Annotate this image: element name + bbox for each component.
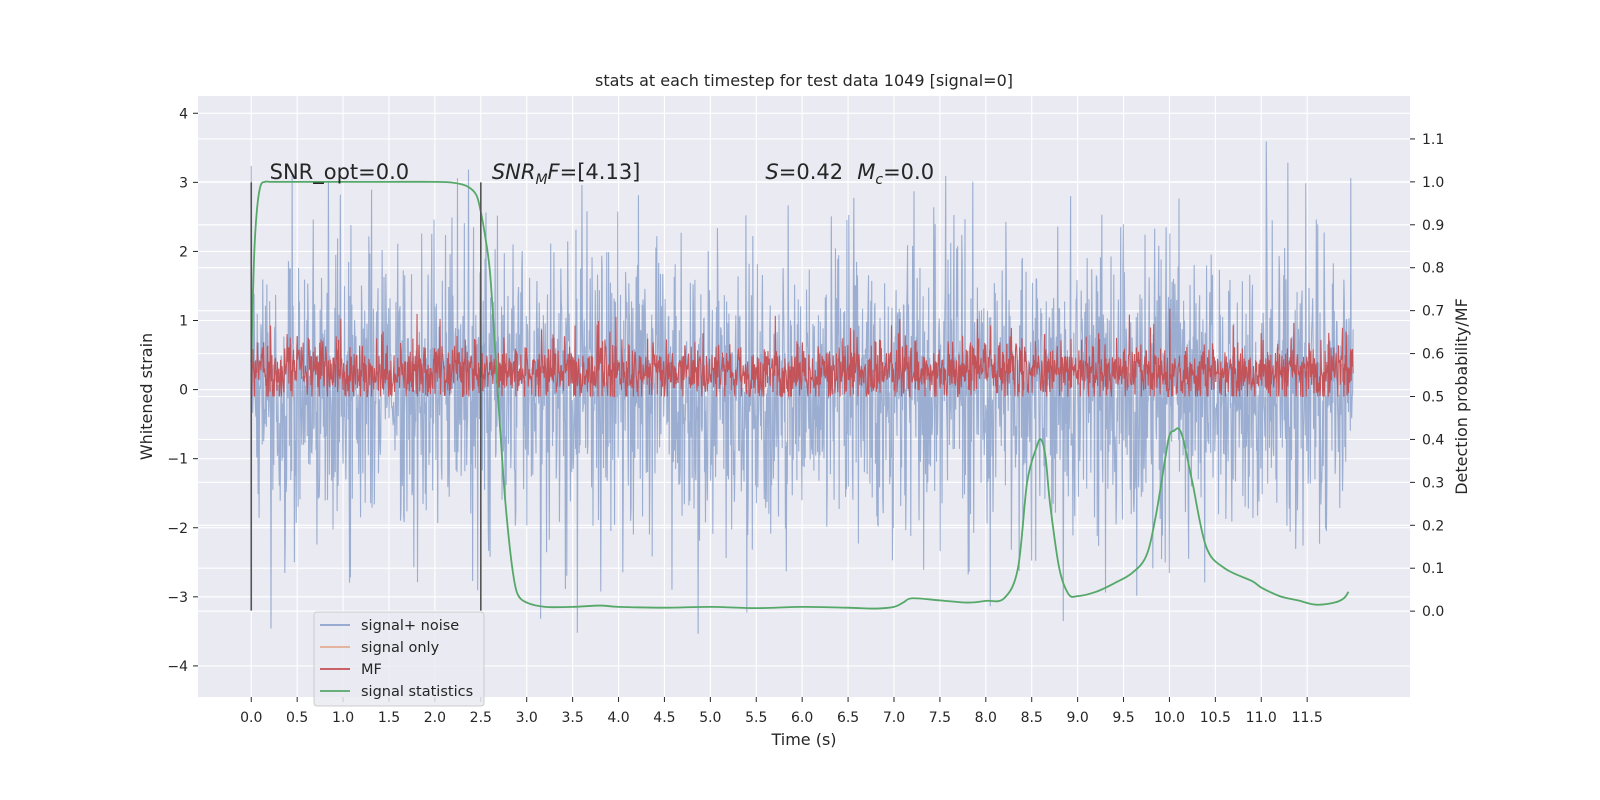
y-right-tick-label: 0.3 xyxy=(1422,475,1444,491)
x-tick-label: 11.5 xyxy=(1292,710,1323,726)
legend-label: MF xyxy=(361,662,382,678)
legend: signal+ noise signal only MF signal statist… xyxy=(313,611,485,707)
x-tick-label: 0.5 xyxy=(286,710,308,726)
x-tick-label: 2.0 xyxy=(424,710,446,726)
y-left-tick-label: −1 xyxy=(167,452,188,468)
y-left-tick-label: −3 xyxy=(167,590,188,606)
x-tick-label: 4.5 xyxy=(653,710,675,726)
y-right-tick-label: 0.8 xyxy=(1422,261,1444,277)
x-tick-label: 1.0 xyxy=(332,710,354,726)
annotation-snr-mf: SNRMF=[4.13] xyxy=(492,160,641,188)
x-tick-label: 8.5 xyxy=(1021,710,1043,726)
axes: 0.0 0.5 1.0 1.5 2.0 2.5 3.0 3.5 4.0 4.5 5.0 5.5 6.0 6… xyxy=(167,106,1444,726)
y-right-tick-label: 0.5 xyxy=(1422,390,1444,406)
x-tick-label: 6.5 xyxy=(837,710,859,726)
x-tick-label: 9.0 xyxy=(1066,710,1088,726)
legend-box xyxy=(313,611,485,707)
y-left-tick-label: 3 xyxy=(179,175,188,191)
y-right-tick-label: 0.9 xyxy=(1422,218,1444,234)
y-right-tick-label: 0.7 xyxy=(1422,304,1444,320)
x-tick-label: 3.5 xyxy=(561,710,583,726)
x-tick-label: 10.0 xyxy=(1154,710,1185,726)
series-layer xyxy=(250,141,1354,634)
x-tick-label: 10.5 xyxy=(1200,710,1231,726)
y-right-tick-label: 0.1 xyxy=(1422,561,1444,577)
x-tick-label: 3.0 xyxy=(516,710,538,726)
x-tick-label: 5.0 xyxy=(699,710,721,726)
y-right-tick-label: 0.4 xyxy=(1422,432,1444,448)
y-left-tick-label: −2 xyxy=(167,521,188,537)
mf-series xyxy=(251,308,1354,399)
x-axis-label: Time (s) xyxy=(770,730,836,749)
x-tick-label: 5.5 xyxy=(745,710,767,726)
annotation-s-value: S=0.42 xyxy=(765,160,843,184)
y-right-tick-label: 0.0 xyxy=(1422,604,1444,620)
y-right-tick-label: 1.0 xyxy=(1422,175,1444,191)
y-left-tick-label: 1 xyxy=(179,314,188,330)
legend-label: signal statistics xyxy=(361,684,473,700)
y-left-tick-label: 4 xyxy=(179,106,188,122)
y-right-tick-label: 0.2 xyxy=(1422,518,1444,534)
legend-label: signal+ noise xyxy=(361,618,459,634)
annotations: SNR_opt=0.0 SNRMF=[4.13] S=0.42 Mc=0.0 xyxy=(270,160,934,188)
x-tick-label: 2.5 xyxy=(470,710,492,726)
y-right-tick-label: 1.1 xyxy=(1422,132,1444,148)
y-right-tick-label: 0.6 xyxy=(1422,347,1444,363)
x-tick-label: 9.5 xyxy=(1112,710,1134,726)
y-left-tick-label: −4 xyxy=(167,659,188,675)
x-tick-label: 7.0 xyxy=(883,710,905,726)
x-tick-label: 0.0 xyxy=(240,710,262,726)
signal-noise-series xyxy=(250,141,1354,634)
annotation-mc-value: Mc=0.0 xyxy=(857,160,934,188)
x-tick-label: 1.5 xyxy=(378,710,400,726)
y-left-tick-label: 0 xyxy=(179,383,188,399)
x-tick-label: 6.0 xyxy=(791,710,813,726)
x-tick-label: 8.0 xyxy=(975,710,997,726)
y-axis-label-right: Detection probability/MF xyxy=(1452,298,1471,495)
y-axis-label-left: Whitened strain xyxy=(137,333,156,460)
x-tick-label: 4.0 xyxy=(607,710,629,726)
x-tick-label: 11.0 xyxy=(1246,710,1277,726)
annotation-snr-opt: SNR_opt=0.0 xyxy=(270,160,410,185)
y-left-tick-label: 2 xyxy=(179,244,188,260)
x-tick-label: 7.5 xyxy=(929,710,951,726)
chart-title: stats at each timestep for test data 104… xyxy=(595,71,1013,90)
signal-statistics-series xyxy=(250,180,1350,610)
legend-label: signal only xyxy=(361,640,440,656)
